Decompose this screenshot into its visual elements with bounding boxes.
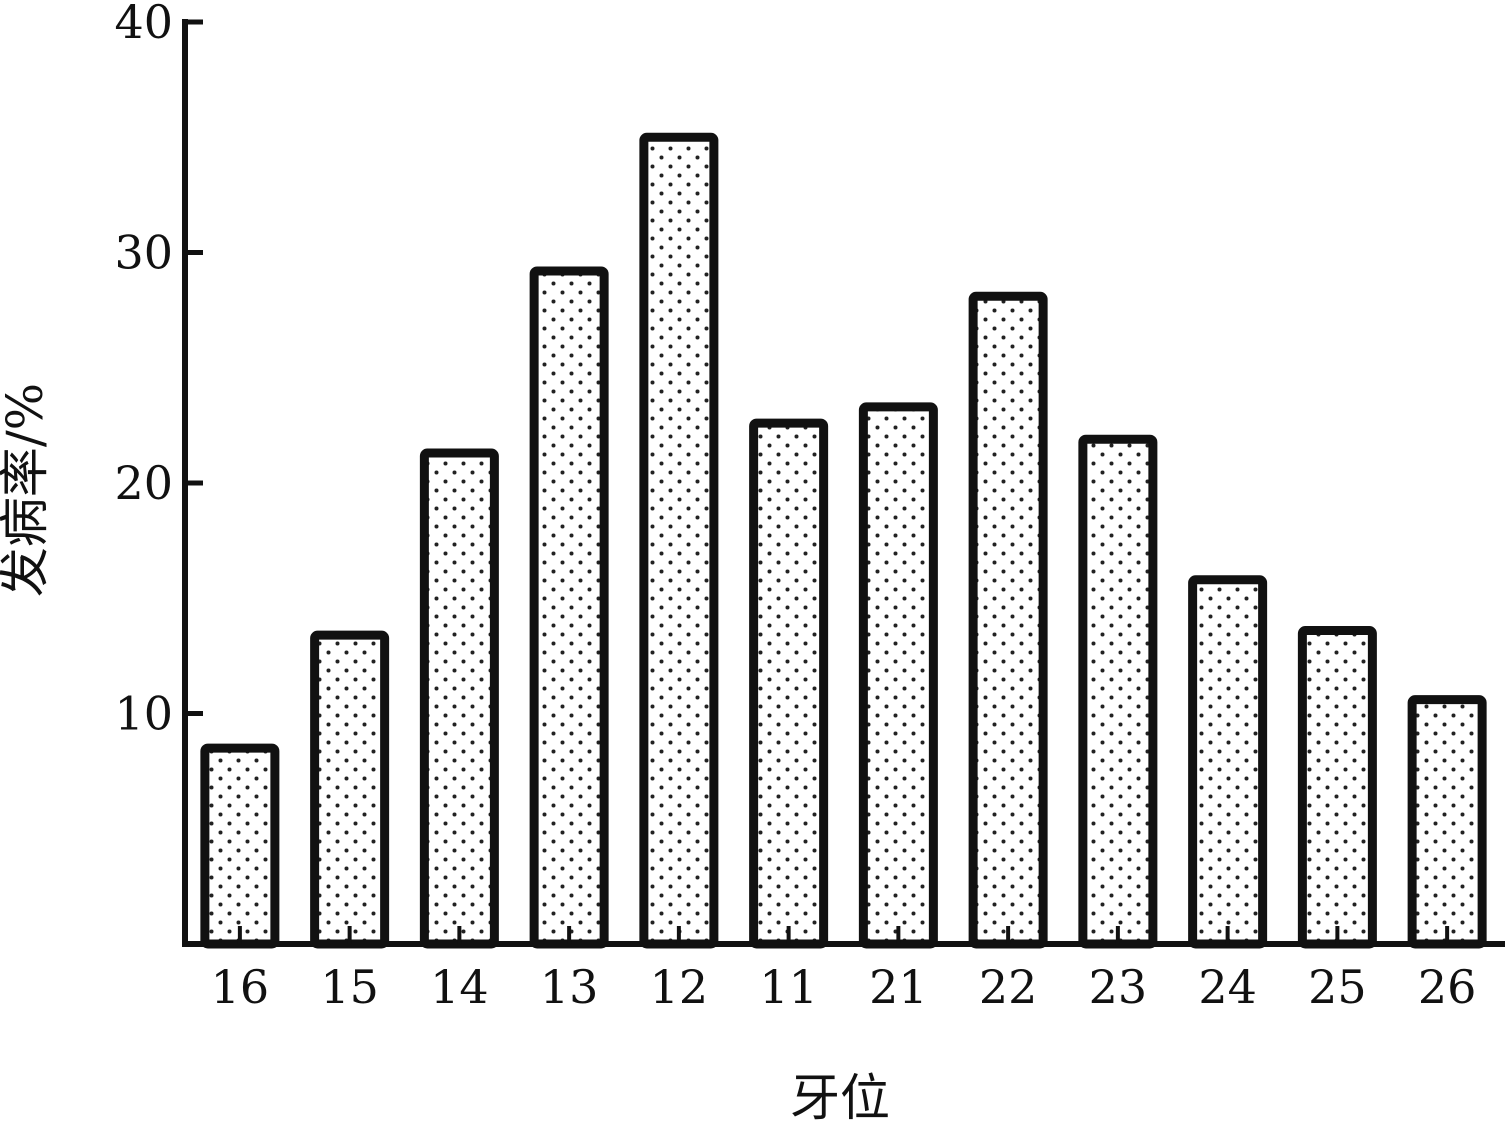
bar-14 — [419, 448, 499, 949]
bar-24 — [1188, 575, 1268, 949]
x-tick-label: 26 — [1418, 960, 1477, 1014]
bar-12 — [639, 132, 719, 949]
y-tick-label: 10 — [114, 687, 173, 741]
x-tick-label: 23 — [1089, 960, 1148, 1014]
bar-11 — [749, 418, 829, 949]
bar-22 — [968, 291, 1048, 949]
x-tick-label: 16 — [211, 960, 270, 1014]
bar-21 — [858, 402, 938, 949]
x-tick-label: 22 — [979, 960, 1038, 1014]
bar-26 — [1407, 695, 1487, 949]
y-tick-label: 30 — [114, 226, 173, 280]
bar-16 — [200, 743, 280, 949]
x-tick-label: 24 — [1198, 960, 1257, 1014]
bar-15 — [310, 630, 390, 949]
x-tick-label: 25 — [1308, 960, 1367, 1014]
x-tick-label: 11 — [759, 960, 818, 1014]
y-ticks-group: 10 20 30 40 — [114, 0, 203, 741]
x-tick-label: 13 — [540, 960, 599, 1014]
x-tick-label: 12 — [650, 960, 709, 1014]
bar-13 — [529, 266, 609, 949]
x-tick-label: 14 — [430, 960, 489, 1014]
x-axis-title: 牙位 — [790, 1069, 890, 1127]
bar-23 — [1078, 434, 1158, 949]
y-axis-title: 发病率/% — [0, 383, 54, 597]
x-tick-label: 15 — [320, 960, 379, 1014]
y-tick-label: 40 — [114, 0, 173, 49]
y-tick-label: 20 — [114, 456, 173, 510]
x-ticks-group: 16 15 14 13 12 11 21 22 23 24 25 26 — [211, 926, 1477, 1014]
x-tick-label: 21 — [869, 960, 928, 1014]
bars-group — [200, 132, 1487, 949]
bar-25 — [1297, 626, 1377, 949]
